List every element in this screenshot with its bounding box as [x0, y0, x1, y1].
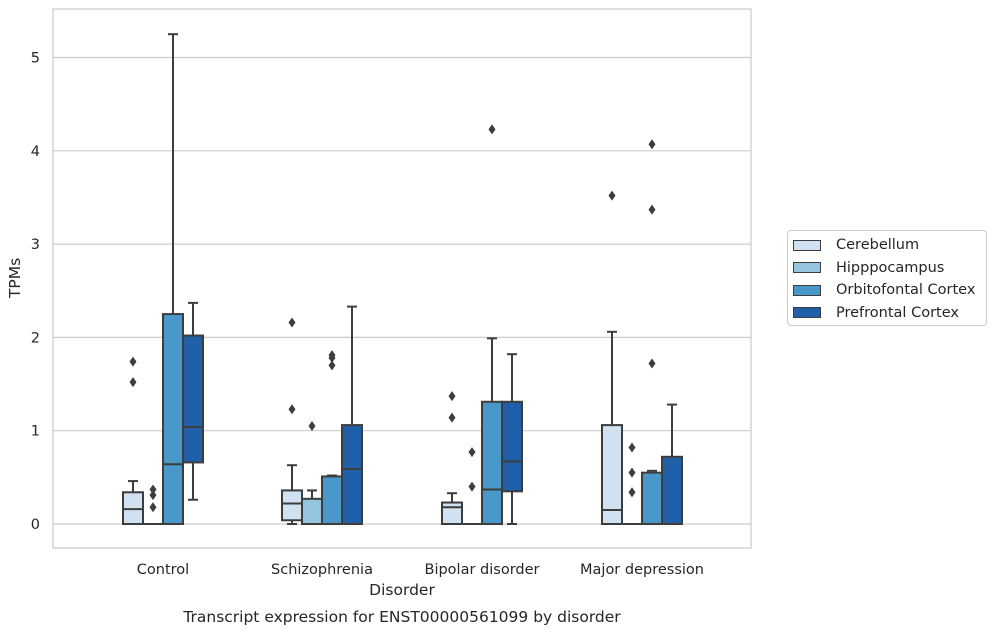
y-tick-label: 3 [31, 237, 40, 253]
y-axis-title: TPMs [6, 258, 24, 299]
outlier-point [129, 377, 137, 388]
y-tick-label: 0 [31, 517, 40, 533]
box-cerebellum [441, 391, 463, 525]
plot-frame [52, 8, 752, 549]
legend-label: Cerebellum [836, 237, 920, 254]
outlier-point [288, 404, 296, 415]
box-cerebellum [601, 190, 623, 525]
outlier-point [328, 350, 336, 361]
box-hipppocampus [143, 484, 163, 525]
box-body [281, 489, 303, 522]
outlier-point [488, 124, 496, 135]
box-body [321, 475, 343, 525]
box-cerebellum [122, 356, 144, 526]
outlier-point [129, 356, 137, 367]
box-body [501, 400, 523, 493]
outlier-point [149, 490, 157, 501]
legend-label: Orbitofontal Cortex [836, 282, 976, 299]
box-body [341, 424, 363, 525]
x-tick-labels: Control Schizophrenia Bipolar disorder Majo… [137, 562, 704, 578]
box-orbitofontal-cortex [321, 350, 343, 525]
box-body [481, 400, 503, 526]
box-body [301, 497, 323, 525]
y-tick-label: 5 [31, 51, 40, 67]
x-tick-label: Bipolar disorder [425, 562, 540, 578]
box-body [182, 334, 204, 464]
outlier-point [328, 360, 336, 371]
legend: Cerebellum Hipppocampus Orbitofontal Corte… [787, 230, 987, 326]
y-tick-label: 4 [31, 144, 40, 160]
plot-background [53, 9, 751, 548]
box-body [641, 471, 663, 525]
outlier-point [628, 467, 636, 478]
outlier-point [628, 442, 636, 453]
outlier-point [648, 139, 656, 150]
outlier-point [308, 421, 316, 432]
legend-item: Prefrontal Cortex [793, 302, 986, 325]
legend-swatch [793, 307, 821, 319]
box-body [601, 424, 623, 525]
x-tick-label: Control [137, 562, 189, 578]
legend-swatch [793, 239, 821, 251]
y-tick-label: 2 [31, 330, 40, 346]
box-body [162, 313, 184, 526]
legend-swatch [793, 284, 821, 296]
chart-title: Transcript expression for ENST0000056109… [182, 608, 621, 626]
legend-item: Orbitofontal Cortex [793, 279, 986, 302]
box-orbitofontal-cortex [641, 139, 663, 525]
outlier-point [448, 412, 456, 423]
box-series-layer [122, 33, 683, 526]
box-prefrontal-cortex [661, 403, 683, 526]
legend-item: Cerebellum [793, 234, 986, 257]
y-tick-label: 1 [31, 424, 40, 440]
outlier-point [468, 447, 476, 458]
x-tick-label: Schizophrenia [271, 562, 373, 578]
outlier-point [448, 391, 456, 402]
y-tick-labels: 0 1 2 3 4 5 [31, 51, 40, 534]
outlier-point [628, 487, 636, 498]
x-axis-title: Disorder [369, 581, 435, 599]
legend-item: Hipppocampus [793, 257, 986, 280]
outlier-point [648, 358, 656, 369]
outlier-point [648, 204, 656, 215]
legend-label: Hipppocampus [836, 259, 945, 276]
outlier-point [468, 481, 476, 492]
box-hipppocampus [622, 442, 642, 525]
box-orbitofontal-cortex [162, 33, 184, 526]
box-hipppocampus [462, 447, 482, 525]
outlier-point [608, 190, 616, 201]
box-prefrontal-cortex [341, 305, 363, 525]
box-body [661, 455, 683, 526]
box-prefrontal-cortex [182, 301, 204, 501]
box-prefrontal-cortex [501, 353, 523, 525]
outlier-point [149, 484, 157, 495]
legend-label: Prefrontal Cortex [836, 304, 959, 321]
x-tick-label: Major depression [580, 562, 704, 578]
outlier-point [149, 502, 157, 513]
legend-swatch [793, 262, 821, 274]
box-body [441, 501, 463, 525]
outlier-point [288, 317, 296, 328]
